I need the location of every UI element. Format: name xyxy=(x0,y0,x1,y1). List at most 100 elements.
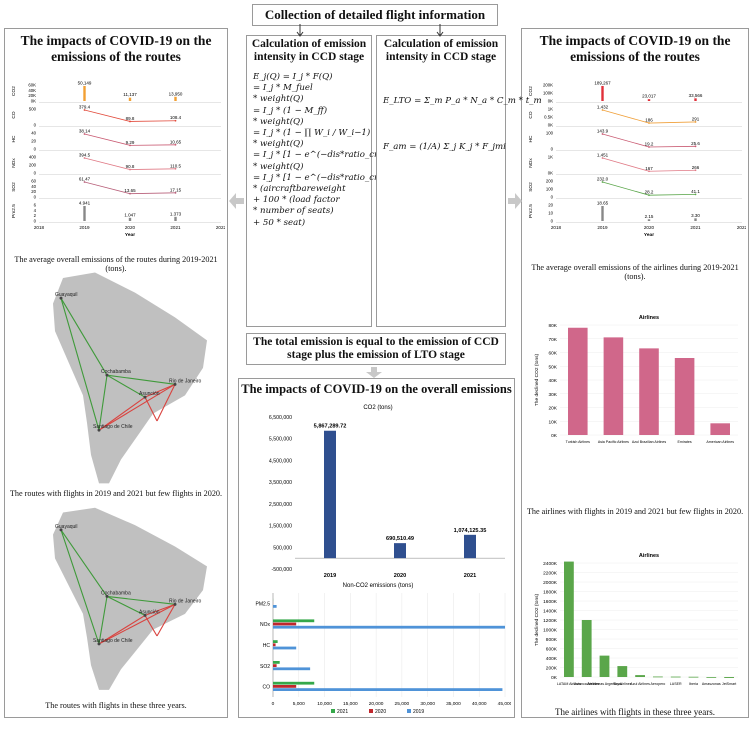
bar xyxy=(724,677,734,678)
arrow-left-icon xyxy=(229,193,244,209)
arrowhead-left-icon xyxy=(296,31,304,37)
bar xyxy=(639,348,659,435)
chart-title: Airlines xyxy=(639,553,659,559)
y-tick-label: 200K xyxy=(543,83,553,88)
y-tick-label: 1200K xyxy=(543,618,558,624)
data-label: 90.8 xyxy=(126,164,135,169)
y-tick-label: 800K xyxy=(546,637,558,643)
left-panel-title: The impacts of COVID-19 on the emissions… xyxy=(20,33,212,64)
y-tick-label: 1K xyxy=(548,155,553,160)
bar xyxy=(273,622,297,626)
y-tick-label: 100 xyxy=(546,131,554,136)
row-point xyxy=(83,181,86,183)
route-line-red xyxy=(98,614,146,645)
data-label: 143.9 xyxy=(597,129,609,134)
y-tick-label: 80K xyxy=(548,323,557,329)
bar xyxy=(273,667,311,671)
airlines-declined-chart-2: Airlines 2400K 2200K 2000K 1800K 1600K 1400K 12… xyxy=(534,553,738,686)
data-label: 5,867,289.72 xyxy=(314,424,347,430)
bar xyxy=(670,676,681,678)
x-tick-label: 5,000 xyxy=(293,701,305,707)
x-tick-label: LATAM Airlines xyxy=(557,682,581,686)
row-bar xyxy=(647,99,651,101)
y-tick-label: 400K xyxy=(546,656,558,662)
row-point xyxy=(694,169,697,172)
bar xyxy=(564,561,574,677)
collection-title: Collection of detailed flight informatio… xyxy=(264,7,486,22)
y-tick-label: 0K xyxy=(548,99,553,104)
city-marker xyxy=(173,602,177,606)
data-label: 394.5 xyxy=(79,153,91,158)
data-label: 291 xyxy=(692,116,700,121)
row-bar xyxy=(694,218,697,221)
route-line-red xyxy=(98,396,146,431)
row-bar xyxy=(601,206,604,221)
data-label: 13,950 xyxy=(169,91,183,96)
row-point xyxy=(129,144,131,147)
data-label: 1,074,125.35 xyxy=(454,528,487,534)
city-marker xyxy=(59,528,63,532)
left-caption-3: The routes with flights in these three y… xyxy=(45,701,187,710)
row-point xyxy=(601,133,604,135)
y-tick-label: 0K xyxy=(551,675,558,681)
row-label: CO2 xyxy=(11,86,17,96)
data-label: 379.4 xyxy=(79,105,91,110)
bar xyxy=(603,337,624,435)
x-tick-label: 2022 xyxy=(737,225,746,230)
x-tick-label: 15,000 xyxy=(343,701,358,707)
data-label: 2.15 xyxy=(645,214,654,219)
row-bar xyxy=(601,86,604,101)
chart-title: Airlines xyxy=(639,315,659,321)
city-label: Cochabamba xyxy=(101,369,131,375)
y-tick-label: 4,500,000 xyxy=(269,458,292,464)
route-line-green xyxy=(60,297,108,376)
bar xyxy=(635,675,645,677)
row-point xyxy=(601,157,604,159)
row-bar xyxy=(128,217,132,221)
data-label: 28.2 xyxy=(645,190,654,195)
bar xyxy=(710,423,730,435)
row-point xyxy=(83,109,86,111)
data-label: 18.65 xyxy=(597,201,609,206)
y-tick-label: 20 xyxy=(31,189,36,194)
x-tick-label: 45,000 xyxy=(498,701,511,707)
legend-label: 2019 xyxy=(413,709,424,715)
right-panel-title: The impacts of COVID-19 on the emissions… xyxy=(539,33,731,64)
route-line-red xyxy=(98,603,176,645)
data-label: 189,267 xyxy=(594,81,611,86)
x-tick-label: Sky Airlines xyxy=(613,682,632,686)
city-marker xyxy=(105,373,109,377)
ccd-left-box: Calculation of emission intensity in CCD… xyxy=(246,35,413,327)
y-tick-label: 500 xyxy=(29,107,37,112)
arrowhead-right-icon xyxy=(436,31,444,37)
x-tick-label: 2020 xyxy=(394,573,406,579)
city-marker xyxy=(59,296,63,300)
city-label: Guayaquil xyxy=(55,524,78,530)
route-line-green xyxy=(106,374,176,385)
bar xyxy=(617,666,628,677)
y-tick-label: 40 xyxy=(31,131,36,136)
row-label: NOx xyxy=(528,158,534,168)
y-tick-label: 3,500,000 xyxy=(269,480,292,486)
y-tick-label: 60K xyxy=(548,351,557,357)
chart-title: Non-CO2 emissions (tons) xyxy=(343,583,414,589)
x-tick-label: 2019 xyxy=(597,225,608,230)
city-label: Santiago de Chile xyxy=(93,638,133,644)
data-label: 110.5 xyxy=(170,163,181,168)
left-panel: The impacts of COVID-19 on the emissions… xyxy=(4,28,228,718)
bar xyxy=(273,664,277,667)
y-tick-label: 1000K xyxy=(543,628,558,634)
right-caption-2: The airlines with flights in 2019 and 20… xyxy=(526,507,744,516)
route-line-red xyxy=(144,615,158,637)
y-tick-label: 20K xyxy=(548,406,557,412)
y-tick-label: 0K xyxy=(31,99,36,104)
data-label: 50,149 xyxy=(78,81,92,86)
y-tick-label: 60K xyxy=(28,83,36,88)
city-label: Cochabamba xyxy=(101,590,131,596)
row-point xyxy=(694,193,697,196)
y-tick-label: 2200K xyxy=(543,571,558,577)
x-tick-label: Iberia xyxy=(689,682,698,686)
row-point xyxy=(648,194,650,197)
bar xyxy=(599,655,610,677)
